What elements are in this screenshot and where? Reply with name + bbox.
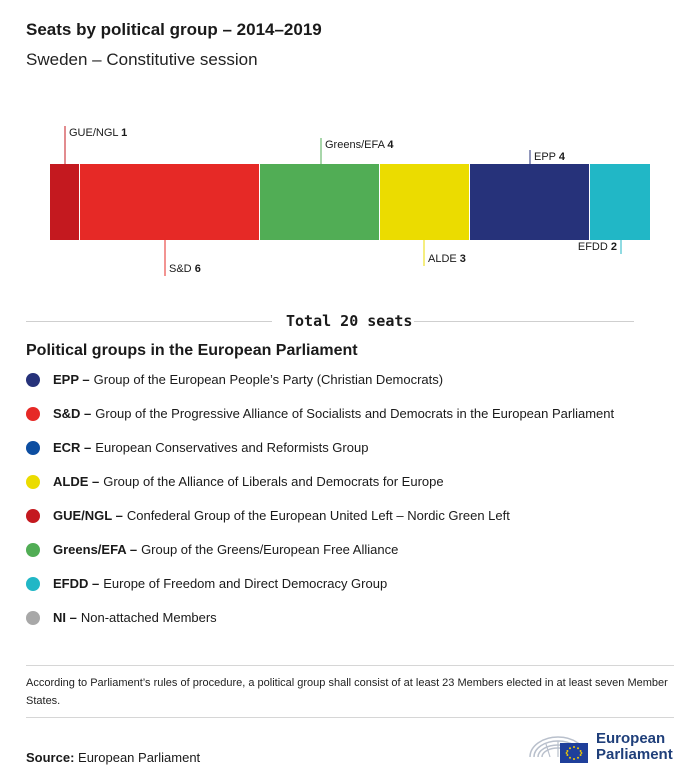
logo-line-2: Parliament	[596, 746, 673, 763]
segment-label-alde: ALDE 3	[428, 253, 466, 265]
legend-item-epp: EPP – Group of the European People’s Par…	[26, 372, 614, 406]
legend-dot-icon	[26, 441, 40, 455]
legend-dot-icon	[26, 543, 40, 557]
note-divider-top	[26, 665, 674, 666]
source-value: European Parliament	[78, 750, 201, 765]
legend-abbr: EPP –	[53, 372, 90, 387]
legend-item-efdd: EFDD – Europe of Freedom and Direct Demo…	[26, 576, 614, 610]
bar-segment-efdd	[590, 164, 650, 240]
total-seats-label: Total 20 seats	[286, 312, 413, 330]
legend-title: Political groups in the European Parliam…	[26, 342, 358, 359]
stacked-seat-bar-chart: GUE/NGL 1 S&D 6 Greens/EFA 4 ALDE 3 EPP 4 EFD…	[50, 126, 650, 276]
segment-label-efdd: EFDD 2	[578, 241, 617, 253]
legend-dot-icon	[26, 407, 40, 421]
legend-abbr: Greens/EFA –	[53, 542, 138, 557]
note-divider-bottom	[26, 717, 674, 718]
legend-desc: Europe of Freedom and Direct Democracy G…	[103, 576, 388, 591]
legend-dot-icon	[26, 509, 40, 523]
legend-item-ecr: ECR – European Conservatives and Reformi…	[26, 440, 614, 474]
political-groups-legend: EPP – Group of the European People’s Par…	[26, 372, 614, 644]
legend-desc: Group of the Alliance of Liberals and De…	[103, 474, 444, 489]
legend-desc: European Conservatives and Reformists Gr…	[95, 440, 369, 455]
legend-dot-icon	[26, 611, 40, 625]
legend-abbr: NI –	[53, 610, 77, 625]
legend-dot-icon	[26, 475, 40, 489]
legend-abbr: ECR –	[53, 440, 92, 455]
bar-segment-greens-efa	[260, 164, 379, 240]
bar-segment-s-d	[80, 164, 259, 240]
total-seats-row: Total 20 seats	[26, 312, 634, 332]
logo-text: European Parliament	[596, 731, 673, 763]
european-parliament-logo: European Parliament	[526, 727, 676, 769]
legend-dot-icon	[26, 373, 40, 387]
legend-desc: Group of the European People’s Party (Ch…	[93, 372, 444, 387]
legend-item-sd: S&D – Group of the Progressive Alliance …	[26, 406, 614, 440]
segment-label-gue-ngl: GUE/NGL 1	[69, 127, 127, 139]
legend-item-alde: ALDE – Group of the Alliance of Liberals…	[26, 474, 614, 508]
bar-segment-epp	[470, 164, 589, 240]
legend-desc: Confederal Group of the European United …	[126, 508, 510, 523]
total-divider-left	[26, 321, 272, 322]
legend-desc: Non-attached Members	[80, 610, 217, 625]
segment-label-epp: EPP 4	[534, 151, 566, 163]
source-line: Source: European Parliament	[26, 750, 200, 765]
legend-abbr: GUE/NGL –	[53, 508, 123, 523]
hemicycle-flag-icon	[529, 736, 588, 763]
segment-label-greens-efa: Greens/EFA 4	[325, 139, 394, 151]
chart-subtitle: Sweden – Constitutive session	[26, 50, 258, 69]
legend-desc: Group of the Progressive Alliance of Soc…	[95, 406, 615, 421]
legend-item-ni: NI – Non-attached Members	[26, 610, 614, 644]
legend-item-gue-ngl: GUE/NGL – Confederal Group of the Europe…	[26, 508, 614, 542]
legend-abbr: EFDD –	[53, 576, 100, 591]
bar-segment-gue-ngl	[50, 164, 79, 240]
legend-desc: Group of the Greens/European Free Allian…	[141, 542, 399, 557]
chart-title: Seats by political group – 2014–2019	[26, 20, 322, 39]
logo-line-1: European	[596, 730, 666, 747]
legend-item-greens-efa: Greens/EFA – Group of the Greens/Europea…	[26, 542, 614, 576]
legend-abbr: ALDE –	[53, 474, 100, 489]
total-divider-right	[414, 321, 634, 322]
segment-label-s-d: S&D 6	[169, 263, 201, 275]
bar-segment-alde	[380, 164, 469, 240]
legend-dot-icon	[26, 577, 40, 591]
footnote: According to Parliament’s rules of proce…	[26, 677, 668, 707]
legend-abbr: S&D –	[53, 406, 92, 421]
source-label: Source:	[26, 750, 75, 765]
